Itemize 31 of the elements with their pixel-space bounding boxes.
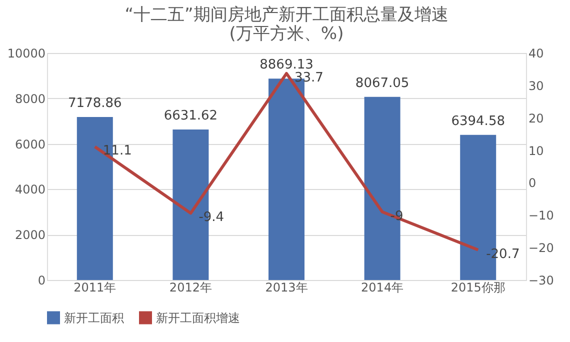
y-tick-label: 10000 [7,46,46,60]
text: (万平方米、%) [229,24,344,44]
x-tick-label: 2011年 [74,280,116,294]
data-label: 6631.62 [164,108,218,124]
y-tick-label: 2000 [14,228,46,242]
data-label: 7178.86 [68,96,122,112]
data-label: -9 [390,208,404,224]
y2-tick-label: −30 [528,274,554,288]
data-label: 6394.58 [451,114,505,129]
x-tick-label: 2012年 [169,280,212,294]
data-label: 8067.05 [355,76,410,91]
bar [364,96,400,280]
data-label: 8869.13 [260,58,314,73]
legend-label: 新开工面积 [64,310,124,325]
y2-tick-label: −10 [528,208,554,223]
y2-tick-label: 40 [528,46,544,60]
y2-tick-label: 0 [528,176,536,190]
x-tick-label: 2014年 [361,280,404,294]
y2-tick-label: 30 [528,78,544,93]
text: “十二五”期间房地产新开工面积总量及增速 [124,5,448,25]
y2-tick-label: 10 [528,144,544,158]
y-tick-label: 6000 [14,137,46,152]
y-tick-label: 8000 [14,92,46,106]
data-label: 33.7 [294,70,324,86]
y-tick-label: 4000 [14,182,46,197]
y2-tick-label: 20 [528,111,544,126]
legend-label: 新开工面积增速 [156,310,240,325]
y2-tick-label: −20 [528,241,554,256]
x-tick-label: 2015你那 [450,280,506,294]
x-tick-label: 2013年 [265,280,308,294]
y-tick-label: 0 [38,274,46,288]
